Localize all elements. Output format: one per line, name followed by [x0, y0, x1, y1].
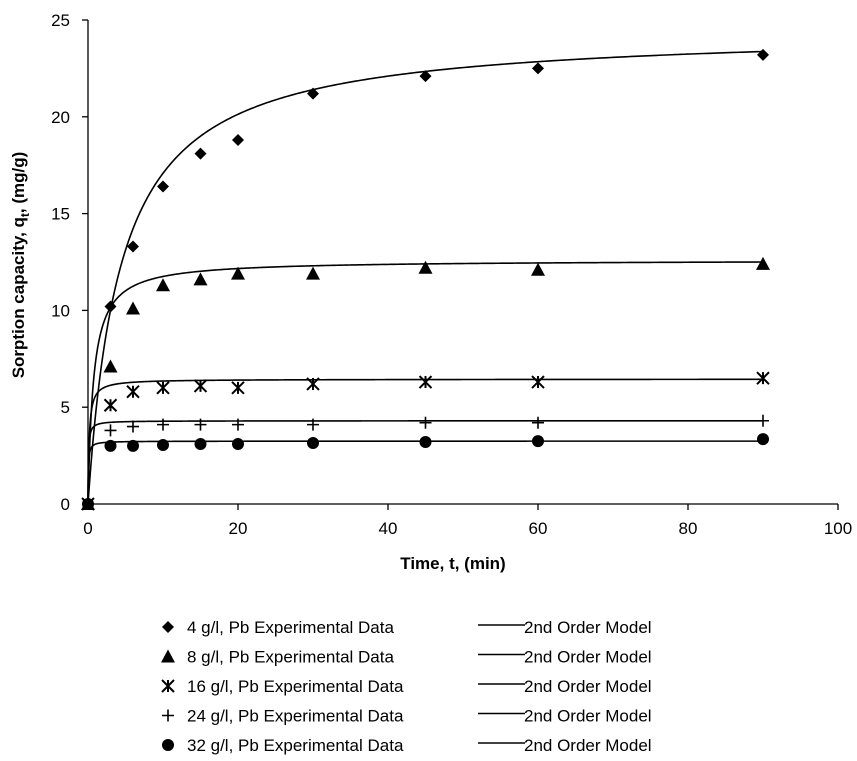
data-point [194, 147, 207, 160]
legend-marker [161, 649, 175, 663]
data-point [418, 260, 433, 274]
tick-labels: 0 20 40 60 80 100 0 5 10 15 20 25 [51, 11, 852, 538]
legend-label: 32 g/l, Pb Experimental Data [187, 736, 404, 755]
data-point [126, 301, 140, 315]
data-point [104, 424, 117, 437]
data-point [231, 381, 245, 395]
y-tick-label: 25 [51, 11, 70, 30]
legend-model-label: 2nd Order Model [524, 618, 652, 637]
data-point [127, 439, 139, 452]
x-tick-label: 80 [679, 519, 698, 538]
data-point [757, 48, 769, 61]
data-point [531, 262, 545, 276]
data-point [419, 416, 432, 429]
data-points [81, 48, 770, 511]
data-point [82, 498, 94, 510]
x-tick-label: 60 [529, 519, 548, 538]
data-point [756, 371, 770, 385]
x-tick-label: 40 [379, 519, 398, 538]
data-point [193, 379, 208, 393]
axes [82, 19, 839, 510]
data-point [532, 416, 544, 429]
model-curves [87, 50, 764, 505]
legend-marker [161, 679, 175, 693]
legend-marker [162, 709, 174, 722]
y-axis-label-main: Sorption capacity, q [9, 217, 28, 378]
data-point [531, 375, 545, 389]
model-curve-4 [87, 420, 763, 504]
y-tick-label: 15 [51, 205, 70, 224]
legend-label: 4 g/l, Pb Experimental Data [187, 618, 394, 637]
data-point [419, 436, 432, 449]
y-axis-label-unit: , (mg/g) [9, 152, 28, 213]
y-tick-label: 0 [61, 495, 70, 514]
data-point [156, 381, 170, 395]
legend-label: 8 g/l, Pb Experimental Data [187, 648, 394, 667]
data-point [307, 87, 319, 100]
data-point [419, 70, 432, 83]
data-point [306, 377, 320, 391]
data-point [232, 418, 244, 431]
data-point [157, 180, 169, 193]
model-curve-1 [87, 50, 764, 505]
data-point [126, 385, 140, 399]
legend-model-label: 2nd Order Model [524, 707, 652, 726]
data-point [103, 398, 118, 412]
data-point [157, 418, 169, 431]
x-tick-label: 20 [229, 519, 248, 538]
legend-label: 16 g/l, Pb Experimental Data [187, 677, 404, 696]
data-point [418, 375, 433, 389]
data-point [532, 435, 544, 448]
y-tick-label: 5 [61, 398, 70, 417]
data-point [103, 359, 118, 373]
data-point [127, 240, 139, 253]
data-point [757, 433, 769, 446]
legend-model-label: 2nd Order Model [524, 677, 652, 696]
legend-marker [162, 739, 174, 751]
data-point [232, 437, 244, 450]
y-axis-label-sub: t [18, 213, 32, 217]
data-point [127, 420, 139, 433]
data-point [157, 438, 169, 451]
data-point [104, 439, 117, 452]
data-point [306, 266, 320, 280]
x-tick-label: 100 [824, 519, 852, 538]
data-point [756, 256, 770, 270]
legend-model-label: 2nd Order Model [524, 648, 652, 667]
x-tick-label: 0 [83, 519, 92, 538]
data-point [194, 418, 207, 431]
data-point [307, 437, 319, 450]
legend-marker [162, 621, 174, 633]
y-tick-label: 10 [51, 301, 70, 320]
data-point [232, 134, 244, 147]
model-curve-3 [87, 378, 763, 504]
legend-model-label: 2nd Order Model [524, 736, 652, 755]
data-point [532, 62, 544, 75]
data-point [194, 437, 207, 450]
y-tick-label: 20 [51, 108, 70, 127]
model-curve-2 [87, 261, 764, 504]
model-curve-5 [87, 440, 763, 504]
data-point [307, 418, 319, 431]
legend-label: 24 g/l, Pb Experimental Data [187, 707, 404, 726]
data-point [757, 414, 769, 427]
data-point [231, 266, 245, 280]
x-axis-label: Time, t, (min) [400, 554, 505, 573]
data-point [193, 272, 208, 286]
data-point [156, 278, 170, 292]
data-point [104, 300, 117, 313]
y-axis-label: Sorption capacity, qt, (mg/g) [9, 152, 32, 379]
legend: 4 g/l, Pb Experimental Data 2nd Order Mod… [161, 618, 652, 755]
